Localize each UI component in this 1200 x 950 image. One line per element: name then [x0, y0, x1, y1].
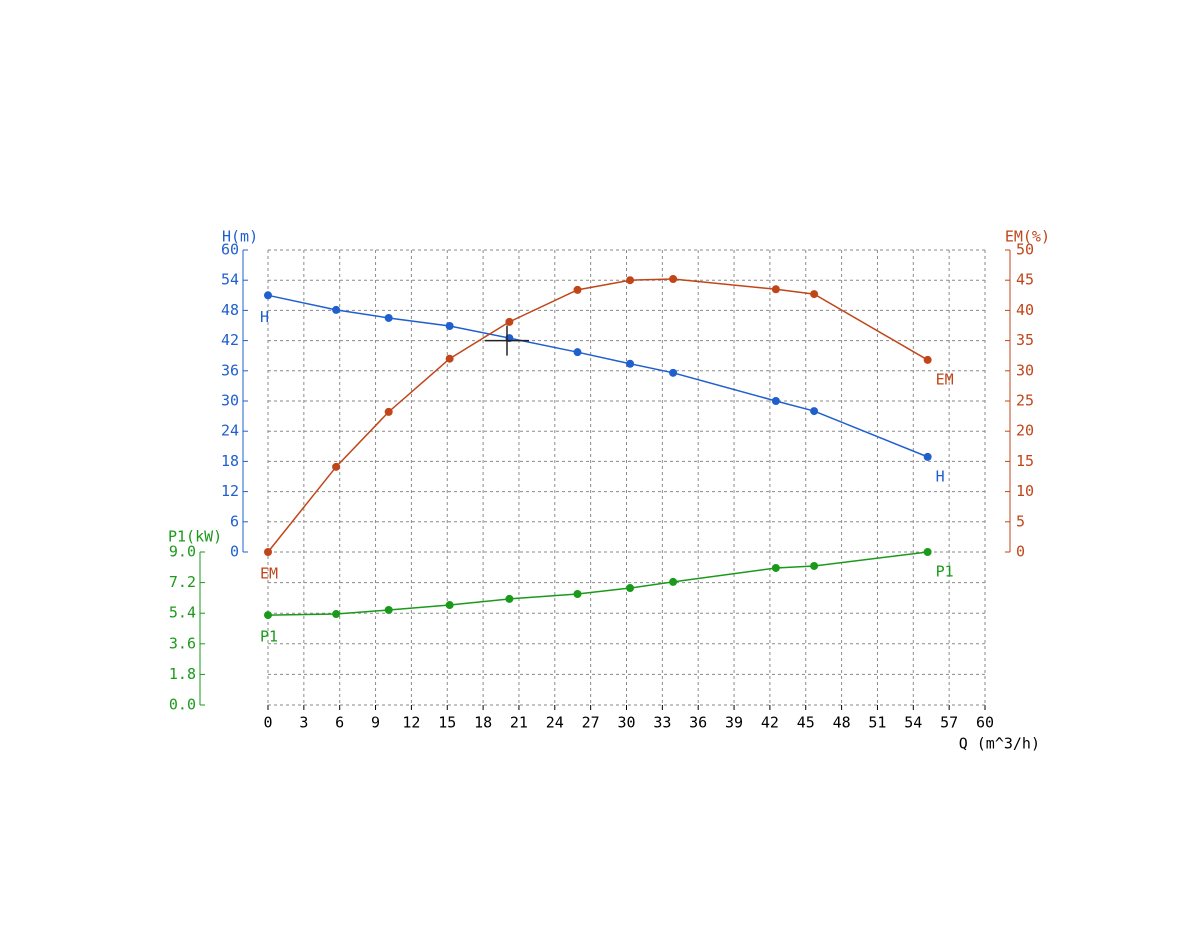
data-point — [384, 313, 393, 322]
data-point — [771, 285, 780, 294]
series-line — [267, 294, 928, 458]
data-point — [445, 354, 454, 363]
y2-tick-label: 15 — [1016, 452, 1034, 470]
y-tick-label: 48 — [221, 301, 239, 319]
x-tick-label: 3 — [299, 714, 308, 732]
y-tick-label: 24 — [221, 422, 239, 440]
y-axis-title: H(m) — [222, 228, 258, 246]
y-tick-label: 12 — [221, 482, 239, 500]
data-point — [669, 577, 678, 586]
data-point — [445, 322, 454, 331]
y2-tick-label: 10 — [1016, 482, 1034, 500]
data-point — [573, 589, 582, 598]
y2-tick-label: 0 — [1016, 543, 1025, 561]
data-point — [923, 548, 932, 556]
y-tick-label: 6 — [230, 512, 239, 530]
y3-tick-label: 0.0 — [169, 696, 196, 714]
x-tick-label: 39 — [725, 714, 743, 732]
series-line — [267, 551, 928, 616]
y2-tick-label: 50 — [1016, 241, 1034, 259]
x-tick-label: 27 — [582, 714, 600, 732]
y3-axis-title: P1(kW) — [168, 528, 222, 546]
series-label: P1 — [260, 628, 278, 646]
x-tick-label: 42 — [761, 714, 779, 732]
data-point — [573, 285, 582, 294]
series-label: H — [260, 308, 269, 326]
y-tick-label: 42 — [221, 331, 239, 349]
x-tick-label: 24 — [546, 714, 564, 732]
series-line — [267, 278, 929, 553]
x-tick-label: 54 — [904, 714, 922, 732]
y2-tick-label: 35 — [1016, 331, 1034, 349]
data-point — [332, 610, 341, 619]
x-tick-label: 12 — [402, 714, 420, 732]
x-axis-title: Q (m^3/h) — [959, 735, 1040, 753]
data-point — [445, 601, 454, 610]
data-point — [669, 274, 678, 283]
y3-tick-label: 5.4 — [169, 604, 196, 622]
x-tick-label: 45 — [797, 714, 815, 732]
x-tick-label: 9 — [371, 714, 380, 732]
x-tick-label: 30 — [617, 714, 635, 732]
series-label: P1 — [936, 563, 954, 581]
y3-tick-label: 1.8 — [169, 665, 196, 683]
data-point — [384, 407, 393, 416]
x-tick-label: 18 — [474, 714, 492, 732]
x-tick-label: 57 — [940, 714, 958, 732]
data-point — [626, 584, 635, 593]
y-tick-label: 30 — [221, 392, 239, 410]
data-point — [923, 355, 932, 364]
data-point — [505, 594, 514, 603]
x-tick-label: 33 — [653, 714, 671, 732]
data-point — [573, 348, 582, 357]
data-point — [626, 359, 635, 368]
y3-tick-label: 7.2 — [169, 573, 196, 591]
data-point — [669, 368, 678, 377]
data-point — [810, 290, 819, 299]
data-point — [505, 317, 514, 326]
x-tick-label: 21 — [510, 714, 528, 732]
data-point — [264, 611, 272, 620]
x-tick-label: 51 — [868, 714, 886, 732]
y2-tick-label: 40 — [1016, 301, 1034, 319]
y2-tick-label: 20 — [1016, 422, 1034, 440]
x-tick-label: 6 — [335, 714, 344, 732]
data-point — [332, 462, 341, 471]
y-tick-label: 0 — [230, 543, 239, 561]
x-tick-label: 60 — [976, 714, 994, 732]
data-point — [771, 397, 780, 405]
data-point — [384, 605, 393, 614]
y3-tick-label: 9.0 — [169, 543, 196, 561]
y-tick-label: 54 — [221, 271, 239, 289]
data-point — [771, 563, 780, 572]
data-point — [332, 305, 341, 314]
data-point — [264, 548, 272, 556]
series-label: EM — [936, 370, 954, 388]
y2-tick-label: 30 — [1016, 361, 1034, 379]
y3-tick-label: 3.6 — [169, 634, 196, 652]
x-tick-label: 48 — [833, 714, 851, 732]
series-label: EM — [260, 565, 278, 583]
y2-tick-label: 25 — [1016, 392, 1034, 410]
y2-axis-title: EM(%) — [1005, 228, 1050, 246]
series-label: H — [936, 467, 945, 485]
data-point — [264, 291, 272, 300]
x-tick-label: 0 — [263, 714, 272, 732]
y2-tick-label: 45 — [1016, 271, 1034, 289]
y2-tick-label: 5 — [1016, 512, 1025, 530]
y-tick-label: 18 — [221, 452, 239, 470]
y-tick-label: 60 — [221, 241, 239, 259]
data-point — [626, 276, 635, 285]
y-tick-label: 36 — [221, 361, 239, 379]
data-point — [810, 561, 819, 570]
x-tick-label: 36 — [689, 714, 707, 732]
data-point — [923, 452, 932, 461]
data-point — [810, 407, 819, 416]
x-tick-label: 15 — [438, 714, 456, 732]
